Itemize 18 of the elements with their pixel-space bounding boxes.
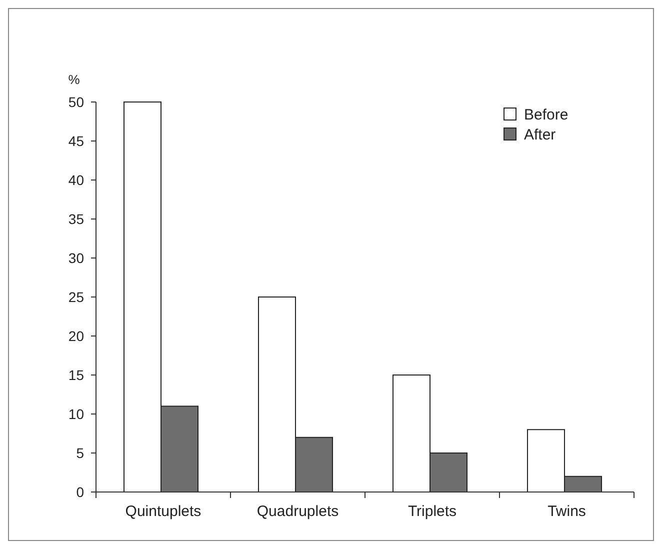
y-tick-label: 45 — [68, 132, 84, 149]
x-tick-label: Twins — [548, 503, 586, 520]
legend-label: After — [524, 126, 556, 144]
x-tick-label: Quadruplets — [256, 503, 339, 520]
y-tick-label: 25 — [68, 288, 84, 305]
y-tick-label: 30 — [68, 250, 84, 266]
y-tick-label: 35 — [68, 210, 84, 227]
x-tick-label: Quintuplets — [125, 503, 202, 520]
y-axis-title: % — [68, 72, 80, 87]
y-tick-label: 15 — [68, 366, 84, 383]
x-tick-label: Triplets — [408, 503, 457, 520]
y-tick-label: 0 — [76, 484, 84, 500]
y-tick-label: 50 — [68, 94, 84, 110]
y-tick-label: 20 — [68, 328, 84, 344]
y-tick-label: 5 — [76, 444, 84, 461]
y-tick-label: 10 — [68, 406, 84, 422]
legend-label: Before — [524, 106, 568, 124]
y-tick-label: 40 — [68, 172, 84, 188]
